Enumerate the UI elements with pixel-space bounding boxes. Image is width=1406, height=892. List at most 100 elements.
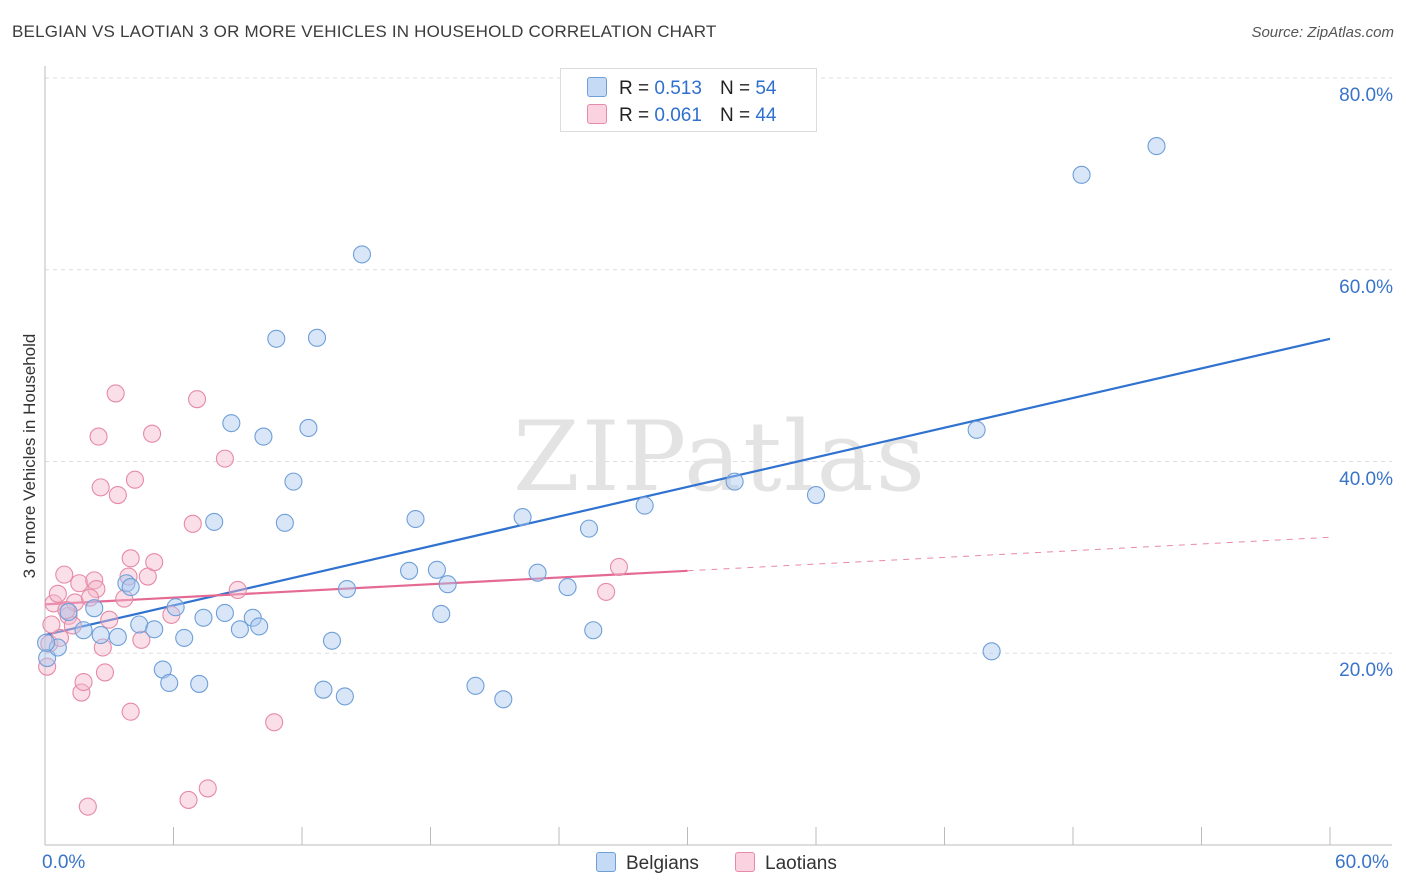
laotians-trend-extension [687, 536, 1331, 572]
belgians-point [806, 486, 826, 505]
belgians-point [299, 418, 318, 437]
belgians-point [166, 598, 185, 617]
belgians-point [494, 690, 513, 709]
legend-item-belgians: Belgians [596, 852, 699, 875]
belgians-point [284, 472, 303, 491]
belgians-point [466, 676, 485, 695]
laotians-point [95, 663, 115, 682]
n-label: N = [719, 78, 751, 99]
laotians-point [143, 424, 162, 443]
belgians-point [579, 519, 599, 538]
y-tick-label: 80.0% [1339, 85, 1393, 106]
laotians-trend-line [44, 569, 688, 606]
belgians-point [194, 608, 213, 627]
grid [45, 77, 1392, 654]
belgians-point [74, 621, 93, 640]
x-tick-label-min: 0.0% [42, 852, 86, 873]
belgians-swatch [596, 852, 616, 872]
belgians-point [91, 625, 110, 645]
watermark: ZIPatlas [513, 401, 927, 513]
belgians-point [400, 561, 419, 580]
legend-label: Belgians [626, 853, 699, 874]
laotians-point [89, 427, 108, 446]
laotians-point [78, 797, 97, 816]
y-tick-label: 40.0% [1339, 468, 1393, 490]
belgians-point [108, 627, 127, 647]
n-value: 44 [755, 105, 777, 126]
belgians-point [513, 508, 532, 527]
belgians-point [528, 563, 547, 582]
laotians-point [188, 390, 207, 409]
laotians-point [609, 557, 629, 577]
belgians-point [322, 631, 342, 650]
belgians-trend-line [44, 337, 1331, 637]
laotians-point [55, 565, 74, 584]
laotians-point [48, 584, 67, 603]
source-label: Source: ZipAtlas.com [1251, 24, 1394, 41]
belgians-point [967, 420, 986, 439]
laotians-point [265, 713, 284, 732]
belgians-point [314, 680, 333, 699]
laotians-point [215, 449, 234, 468]
y-tick-label: 20.0% [1339, 660, 1393, 682]
laotians-point [115, 589, 134, 608]
laotians-point [145, 553, 164, 572]
laotians-point [183, 514, 202, 533]
laotians-point [179, 790, 198, 809]
laotians-point [106, 384, 125, 403]
belgians-point [254, 427, 273, 446]
belgians-point [432, 604, 451, 623]
belgians-point [145, 620, 164, 639]
belgians-point [427, 560, 446, 579]
belgians-point [175, 628, 194, 647]
belgians-point [205, 512, 224, 531]
laotians-point [91, 478, 110, 497]
laotians-swatch [587, 104, 607, 124]
r-label: R = [619, 105, 650, 126]
laotians-point [121, 702, 140, 721]
legend-row-laotians: R = 0.061 N = 44 [587, 104, 776, 127]
belgians-point [1147, 137, 1166, 156]
laotians-swatch [735, 852, 755, 872]
belgians-point [335, 687, 354, 706]
belgians-point [130, 615, 149, 634]
belgians-point [160, 673, 179, 693]
belgians-point [438, 575, 457, 594]
belgians-point [85, 599, 104, 618]
laotians-point [121, 549, 140, 568]
belgians-point [222, 414, 241, 433]
laotians-point [125, 470, 144, 489]
laotians-point [597, 582, 616, 601]
laotians-point [70, 574, 89, 593]
belgians-point [59, 602, 78, 622]
belgians-point [37, 633, 56, 652]
belgians-point [190, 674, 209, 693]
r-value: 0.513 [654, 78, 702, 99]
belgians-point [725, 472, 744, 491]
laotians-point [42, 615, 61, 634]
belgians-point [584, 621, 603, 640]
belgians-point [121, 578, 140, 597]
belgians-point [307, 328, 327, 347]
r-value: 0.061 [654, 105, 702, 126]
belgians-point [215, 603, 234, 623]
belgians-point [352, 245, 372, 264]
stats-legend: R = 0.513 N = 54 R = 0.061 N = 44 [560, 68, 817, 132]
laotians-point [132, 630, 151, 649]
belgians-point [558, 578, 577, 597]
legend-item-laotians: Laotians [735, 852, 837, 875]
laotians-point [100, 610, 119, 629]
x-tick-label-max: 60.0% [1335, 852, 1389, 873]
belgians-point [982, 642, 1001, 661]
belgians-point [230, 620, 249, 639]
belgians-point [48, 638, 67, 657]
belgians-point [406, 509, 425, 529]
laotians-point [228, 580, 247, 600]
legend-label: Laotians [765, 853, 837, 874]
belgians-point [337, 579, 357, 599]
x-axis [44, 66, 1392, 846]
belgians-point [1072, 165, 1091, 184]
belgians-point [250, 617, 269, 636]
laotians-point [63, 616, 82, 635]
